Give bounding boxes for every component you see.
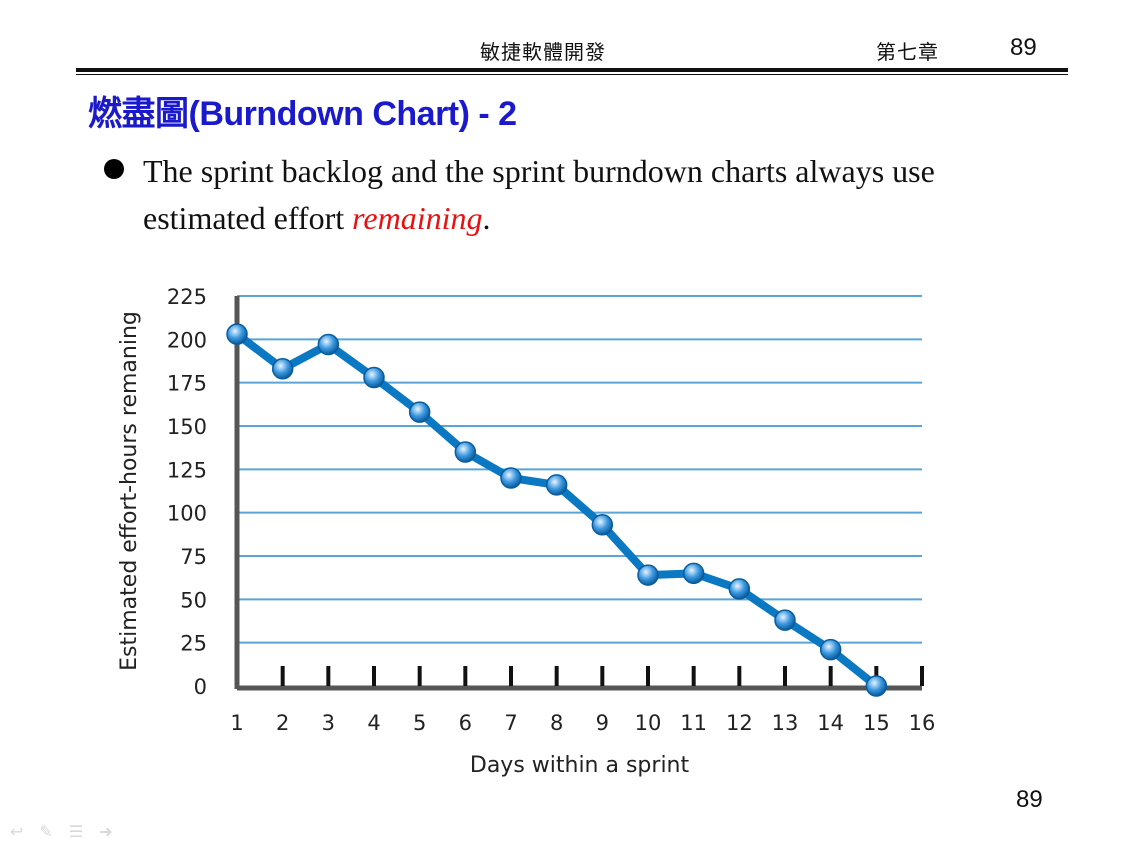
x-tick-label: 14 [817,711,844,735]
burndown-line [233,330,881,690]
pen-icon[interactable]: ✎ [39,822,53,841]
chart-series [226,323,888,697]
x-tick-label: 16 [909,711,936,735]
bullet-text-main: The sprint backlog and the sprint burndo… [143,153,935,236]
y-tick-label: 125 [167,458,207,482]
back-arrow-icon[interactable]: ↩ [10,822,24,841]
data-point [865,675,888,697]
y-tick-label: 175 [167,372,207,396]
data-point [728,578,751,600]
bullet-icon [104,159,124,179]
y-tick-label: 50 [180,588,207,612]
x-tick-label: 12 [726,711,753,735]
y-tick-label: 25 [180,632,207,656]
x-tick-label: 13 [772,711,799,735]
y-tick-label: 200 [167,328,207,352]
x-tick-label: 2 [276,711,289,735]
data-point [408,401,431,423]
y-tick-label: 225 [167,285,207,309]
data-point [819,638,842,661]
x-tick-label: 9 [596,711,609,735]
data-point [271,358,294,380]
x-tick-label: 7 [504,711,517,735]
data-point [774,609,796,631]
menu-icon[interactable]: ☰ [68,822,84,841]
data-point [226,323,248,345]
slide-title: 燃盡圖(Burndown Chart) - 2 [88,95,517,133]
data-point [500,467,522,489]
data-point [317,333,340,356]
x-tick-label: 6 [459,711,472,735]
y-tick-label: 75 [180,545,207,569]
x-tick-label: 11 [680,711,707,735]
chapter-label: 第七章 [876,40,939,64]
bullet-emphasis: remaining [352,200,483,236]
x-tick-label: 10 [635,711,662,735]
chart-axes [234,296,922,691]
x-tick-label: 5 [413,711,426,735]
x-tick-label: 15 [863,711,890,735]
header-page-number: 89 [1010,34,1037,61]
data-point [682,562,705,585]
forward-arrow-icon[interactable]: ➜ [99,822,113,841]
y-tick-label: 0 [194,675,207,699]
slide-nav: ↩ ✎ ☰ ➜ [10,822,113,841]
y-axis-label: Estimated effort-hours remaning [117,311,142,671]
x-tick-label: 3 [322,711,335,735]
data-point [545,474,568,496]
x-tick-label: 1 [230,711,243,735]
bullet-text: The sprint backlog and the sprint burndo… [143,148,1043,242]
data-point [637,564,659,586]
bullet-text-end: . [482,200,491,236]
data-point [363,366,385,389]
data-point [591,514,614,536]
footer-page-number: 89 [1016,786,1043,813]
y-tick-label: 100 [167,502,207,526]
y-tick-label: 150 [167,415,207,439]
header-rule [76,68,1068,72]
x-tick-label: 4 [367,711,380,735]
header-rule-thin [76,74,1068,75]
data-point [454,441,477,463]
x-tick-label: 8 [550,711,563,735]
chart-grid [237,295,922,644]
course-title: 敏捷軟體開發 [480,40,606,64]
x-axis-label: Days within a sprint [470,753,690,778]
